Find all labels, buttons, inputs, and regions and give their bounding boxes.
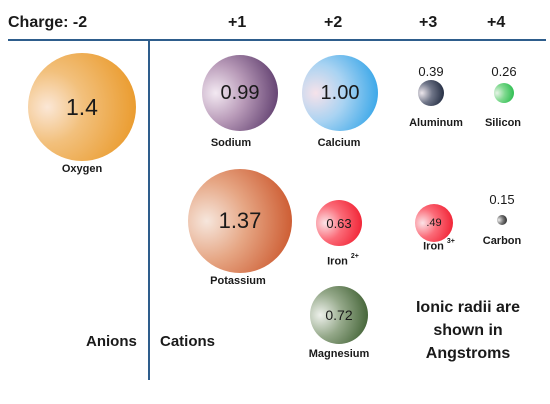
aluminum-ion: [418, 80, 444, 106]
units-note-line2: shown in: [433, 322, 503, 339]
calcium-label: Calcium: [317, 137, 361, 149]
iron2-charge: 2+: [350, 253, 359, 260]
oxygen-radius: 1.4: [66, 93, 98, 120]
oxygen-ion: 1.4: [28, 53, 136, 161]
anions-label: Anions: [86, 333, 137, 350]
iron3-label: Iron 3+: [423, 238, 455, 253]
iron2-label: Iron 2+: [327, 253, 359, 268]
iron2-name: Iron: [327, 255, 348, 268]
cations-label: Cations: [160, 333, 216, 350]
iron3-ion: .49: [415, 204, 453, 242]
header-divider: [8, 39, 546, 41]
units-note-line1: Ionic radii are: [415, 299, 521, 316]
magnesium-label: Magnesium: [308, 348, 370, 360]
sodium-label: Sodium: [210, 137, 252, 149]
magnesium-ion: 0.72: [310, 286, 368, 344]
charge-plus3-header: +3: [419, 14, 438, 31]
magnesium-radius: 0.72: [325, 307, 353, 323]
calcium-ion: 1.00: [302, 55, 378, 131]
units-note: Ionic radii are shown in Angstroms: [408, 296, 528, 365]
carbon-radius: 0.15: [489, 192, 515, 207]
sodium-ion: 0.99: [202, 55, 278, 131]
aluminum-radius: 0.39: [418, 64, 444, 79]
calcium-radius: 1.00: [320, 81, 360, 104]
anion-cation-divider: [148, 39, 150, 380]
iron3-charge: 3+: [446, 238, 455, 245]
potassium-label: Potassium: [210, 275, 266, 287]
potassium-radius: 1.37: [218, 208, 262, 233]
charge-plus2-header: +2: [324, 14, 343, 31]
units-note-line3: Angstroms: [425, 345, 511, 362]
iron3-name: Iron: [423, 240, 444, 253]
oxygen-label: Oxygen: [61, 163, 103, 175]
iron3-radius: .49: [426, 217, 442, 229]
sodium-radius: 0.99: [220, 81, 260, 104]
silicon-radius: 0.26: [491, 64, 517, 79]
carbon-label: Carbon: [482, 235, 522, 247]
carbon-ion: [497, 215, 507, 225]
aluminum-label: Aluminum: [409, 117, 463, 129]
charge-plus4-header: +4: [487, 14, 506, 31]
silicon-label: Silicon: [484, 117, 522, 129]
iron2-ion: 0.63: [316, 200, 362, 246]
potassium-ion: 1.37: [188, 169, 292, 273]
charge-plus1-header: +1: [228, 14, 247, 31]
iron2-radius: 0.63: [326, 215, 352, 231]
charge-header: Charge: -2: [8, 14, 88, 31]
silicon-ion: [494, 83, 514, 103]
